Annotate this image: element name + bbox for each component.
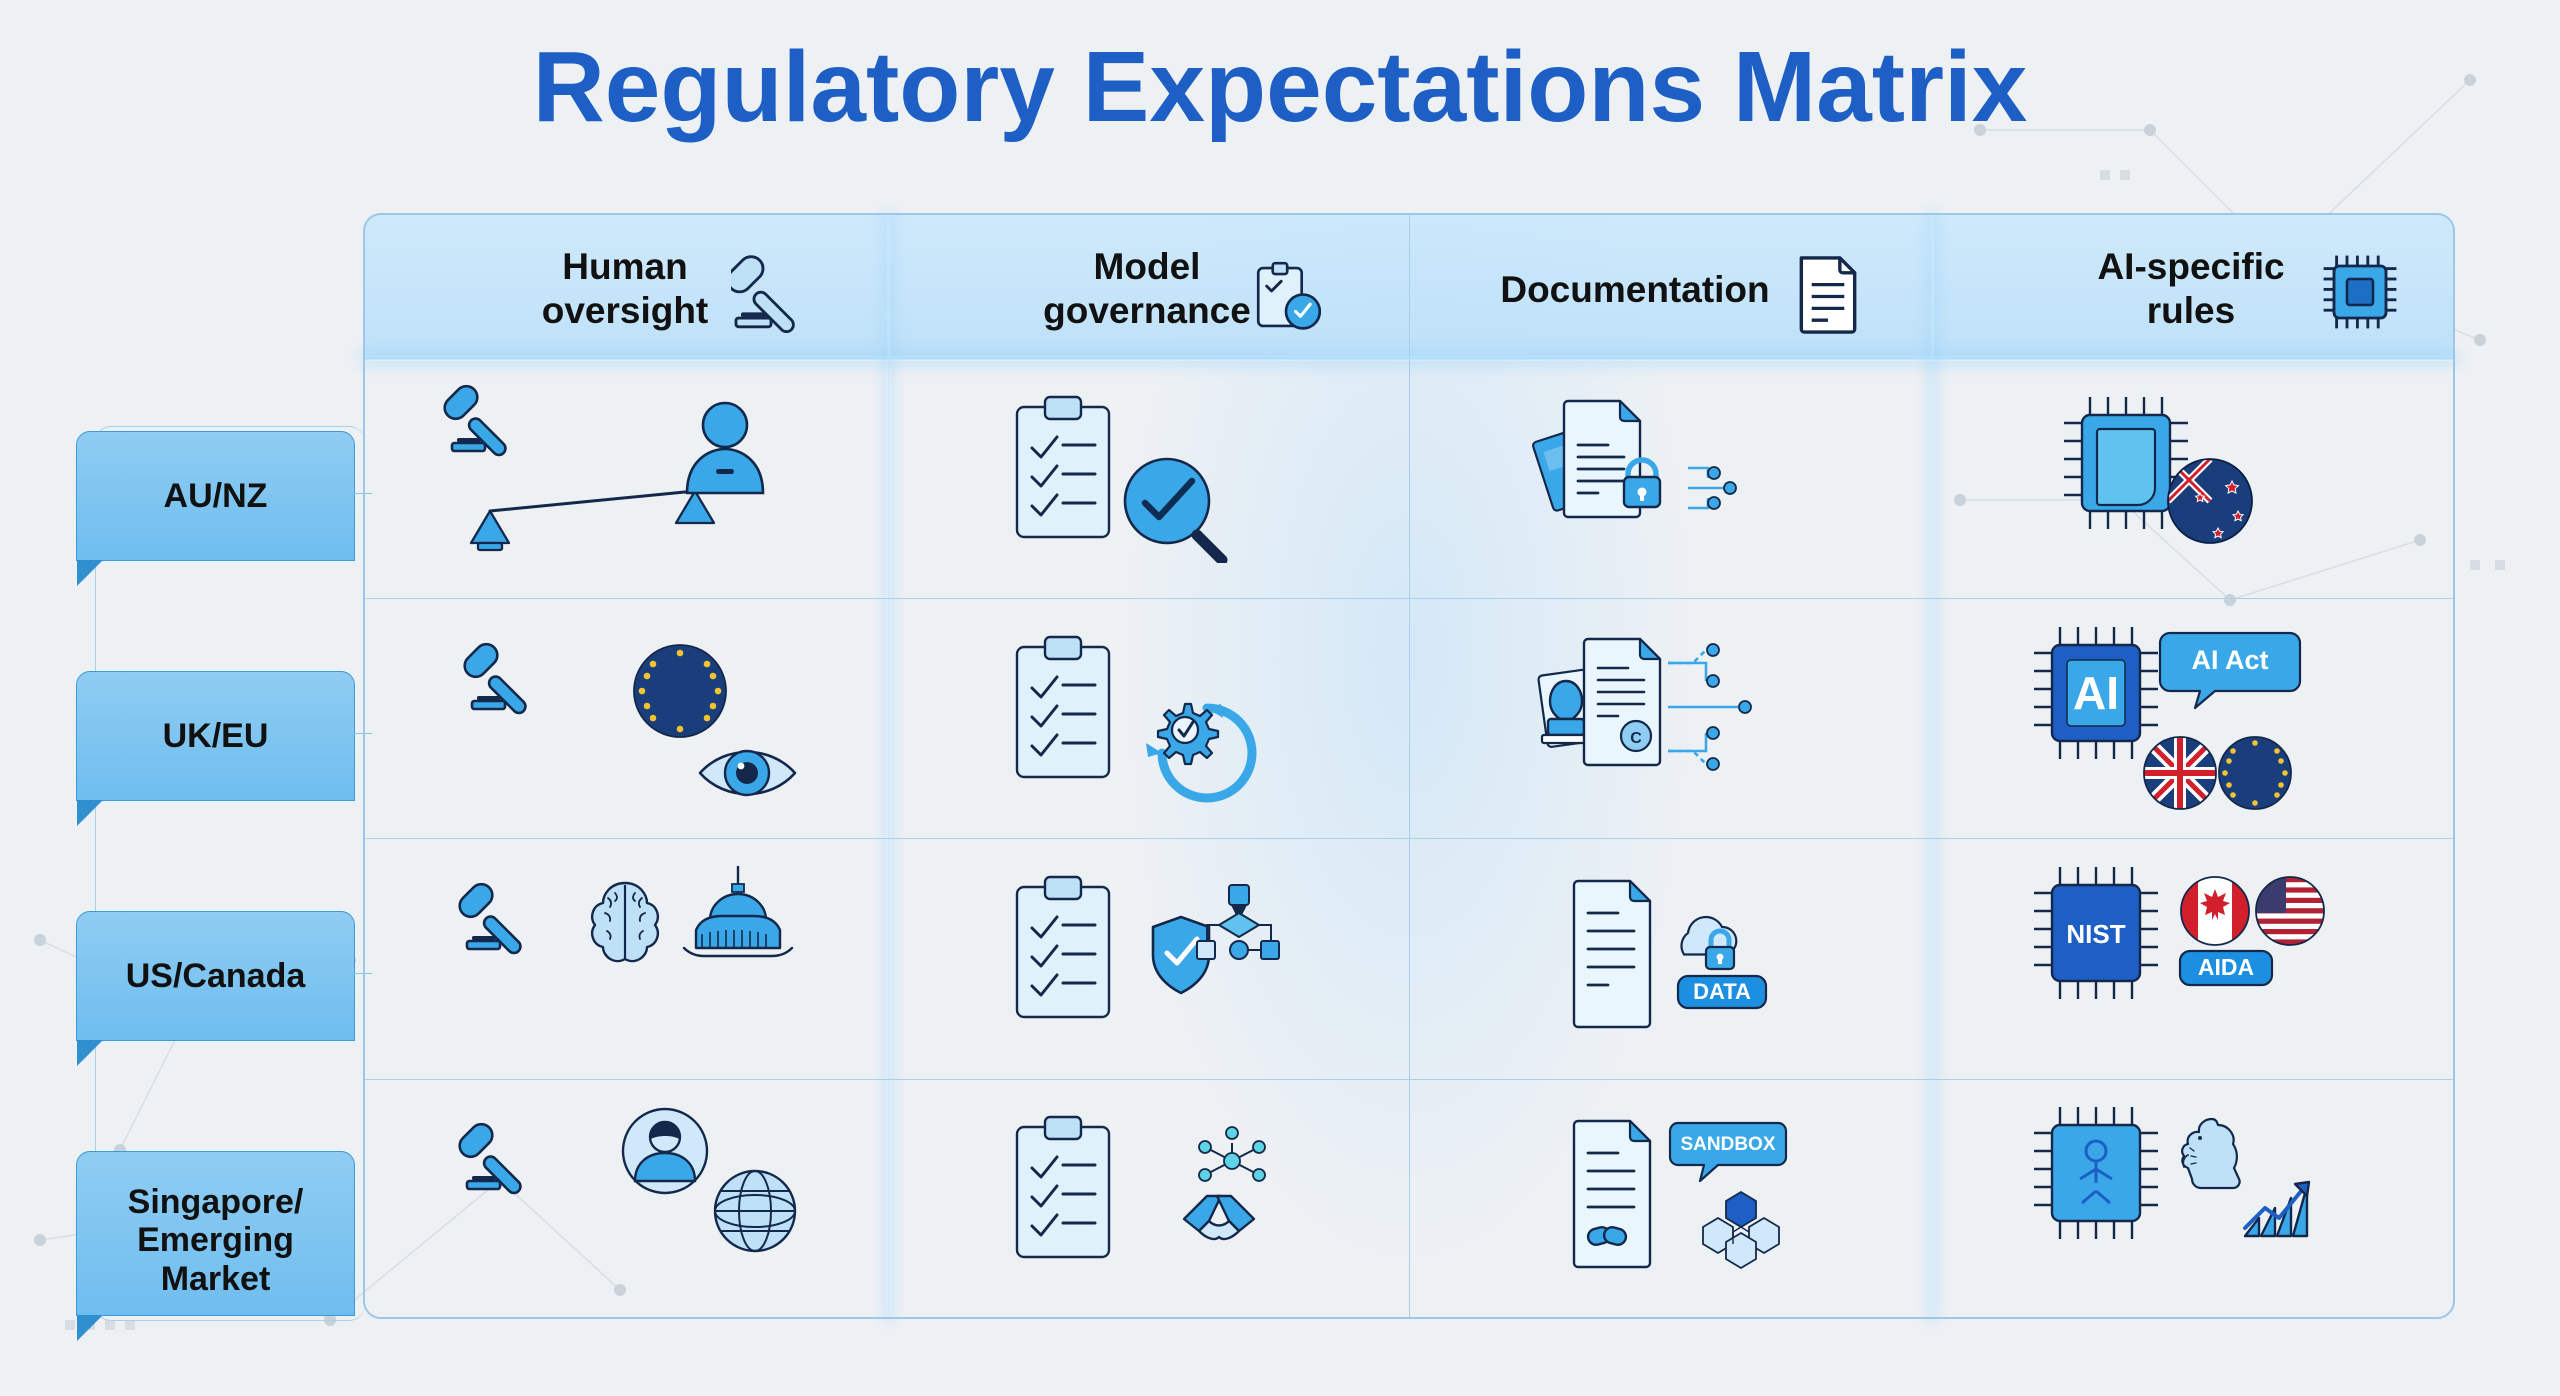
- svg-text:SANDBOX: SANDBOX: [1680, 1134, 1775, 1155]
- svg-text:AIDA: AIDA: [2198, 954, 2254, 980]
- svg-text:C: C: [1630, 730, 1642, 747]
- svg-text:AI Act: AI Act: [2191, 645, 2268, 675]
- svg-text:AI: AI: [2073, 667, 2119, 719]
- svg-text:NIST: NIST: [2066, 919, 2125, 949]
- svg-text:DATA: DATA: [1693, 979, 1751, 1004]
